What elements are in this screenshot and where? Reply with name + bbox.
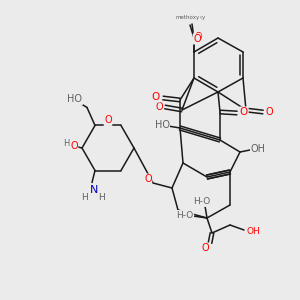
Text: H-O: H-O: [194, 197, 211, 206]
Text: O: O: [265, 107, 273, 117]
Text: O: O: [144, 174, 152, 184]
Text: O: O: [201, 243, 209, 253]
Text: HO: HO: [154, 120, 169, 130]
Text: methoxy: methoxy: [176, 16, 200, 20]
Text: O: O: [194, 32, 202, 42]
Text: N: N: [90, 184, 98, 194]
Text: H: H: [82, 193, 88, 202]
Text: O: O: [70, 141, 78, 151]
Text: methoxy: methoxy: [182, 16, 206, 20]
Text: O: O: [152, 92, 160, 102]
Text: H: H: [99, 193, 105, 202]
Text: O: O: [240, 107, 248, 117]
Text: O: O: [193, 34, 201, 44]
Text: OH: OH: [246, 227, 260, 236]
Text: O: O: [104, 116, 112, 125]
Text: O: O: [155, 102, 163, 112]
Text: H-O: H-O: [176, 211, 194, 220]
Text: HO: HO: [68, 94, 82, 104]
Text: OH: OH: [250, 144, 266, 154]
Text: H: H: [63, 139, 69, 148]
